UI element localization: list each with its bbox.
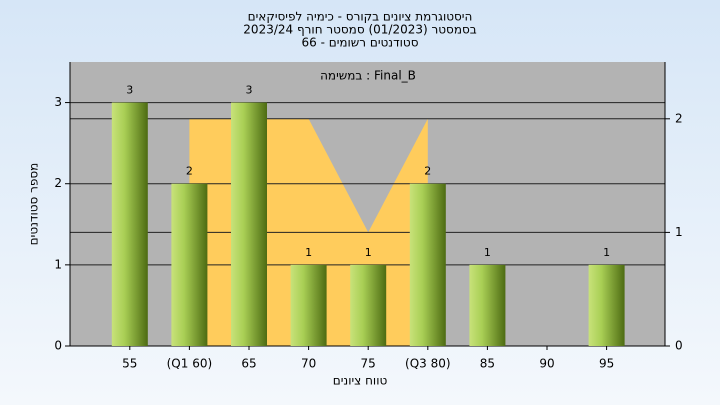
value-label: 1 bbox=[603, 246, 610, 259]
y2-tick-label: 2 bbox=[675, 111, 683, 125]
y2-tick-label: 0 bbox=[675, 339, 683, 353]
y-tick-label: 3 bbox=[54, 95, 62, 109]
y-axis-label: מספר סטודנטים bbox=[27, 163, 41, 246]
x-tick-label: (Q3 80) bbox=[405, 357, 451, 371]
x-tick-label: (Q1 60) bbox=[167, 357, 213, 371]
x-tick-label: 85 bbox=[480, 357, 495, 371]
x-tick-label: 70 bbox=[301, 357, 316, 371]
x-tick-label: 65 bbox=[241, 357, 256, 371]
y-tick-label: 2 bbox=[54, 176, 62, 190]
bar bbox=[290, 264, 327, 346]
bar bbox=[350, 264, 387, 346]
chart-title: היסטוגרמת ציונים בקורס - כימיה לפיסיקאים bbox=[248, 10, 473, 24]
value-label: 2 bbox=[424, 165, 431, 178]
annotation: במשימה : Final_B bbox=[320, 69, 416, 83]
bar bbox=[171, 183, 208, 346]
x-axis-label: טווח ציונים bbox=[333, 374, 388, 388]
y-tick-label: 0 bbox=[54, 339, 62, 353]
value-label: 3 bbox=[246, 84, 253, 97]
x-tick-label: 90 bbox=[539, 357, 554, 371]
x-tick-label: 95 bbox=[599, 357, 614, 371]
chart-subtitle: סטודנטים רשומים - 66 bbox=[301, 36, 418, 50]
value-label: 2 bbox=[186, 165, 193, 178]
bar bbox=[469, 264, 506, 346]
y-tick-label: 1 bbox=[54, 257, 62, 271]
bar bbox=[588, 264, 625, 346]
chart-subtitle: בסמסטר (01/2023) סמסטר חורף 2023/24 bbox=[243, 23, 476, 37]
bar bbox=[111, 102, 148, 346]
y2-tick-label: 1 bbox=[675, 225, 683, 239]
bar bbox=[231, 102, 267, 346]
bar bbox=[409, 183, 446, 346]
x-tick-label: 75 bbox=[361, 357, 376, 371]
value-label: 1 bbox=[484, 246, 491, 259]
value-label: 3 bbox=[126, 84, 133, 97]
value-label: 1 bbox=[305, 246, 312, 259]
value-label: 1 bbox=[365, 246, 372, 259]
x-tick-label: 55 bbox=[122, 357, 137, 371]
